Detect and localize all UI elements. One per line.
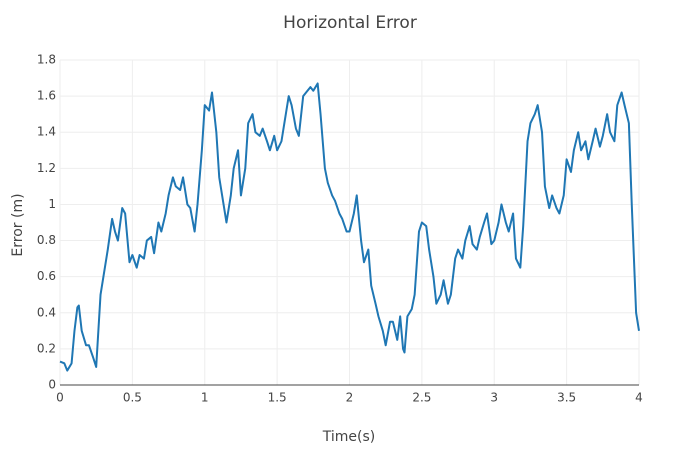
y-tick-label: 1.4 — [37, 125, 56, 139]
x-axis-title: Time(s) — [322, 429, 375, 445]
y-tick-label: 1 — [48, 197, 56, 211]
y-tick-label: 0 — [48, 378, 56, 392]
x-tick-label: 3 — [490, 391, 498, 405]
y-tick-label: 1.6 — [37, 89, 56, 103]
x-tick-label: 0 — [56, 391, 64, 405]
y-tick-label: 0.2 — [37, 341, 56, 355]
x-tick-label: 0.5 — [123, 391, 142, 405]
x-tick-label: 3.5 — [557, 391, 576, 405]
y-tick-label: 0.8 — [37, 233, 56, 247]
x-tick-label: 2.5 — [412, 391, 431, 405]
y-tick-label: 0.4 — [37, 305, 56, 319]
y-tick-label: 1.8 — [37, 53, 56, 67]
x-tick-label: 1.5 — [268, 391, 287, 405]
y-tick-label: 0.6 — [37, 269, 56, 283]
x-tick-label: 1 — [201, 391, 209, 405]
y-tick-label: 1.2 — [37, 161, 56, 175]
data-line — [59, 82, 640, 372]
y-axis-title: Error (m) — [10, 193, 26, 256]
x-tick-label: 2 — [346, 391, 354, 405]
x-tick-label: 4 — [635, 391, 643, 405]
chart-title: Horizontal Error — [283, 13, 417, 33]
